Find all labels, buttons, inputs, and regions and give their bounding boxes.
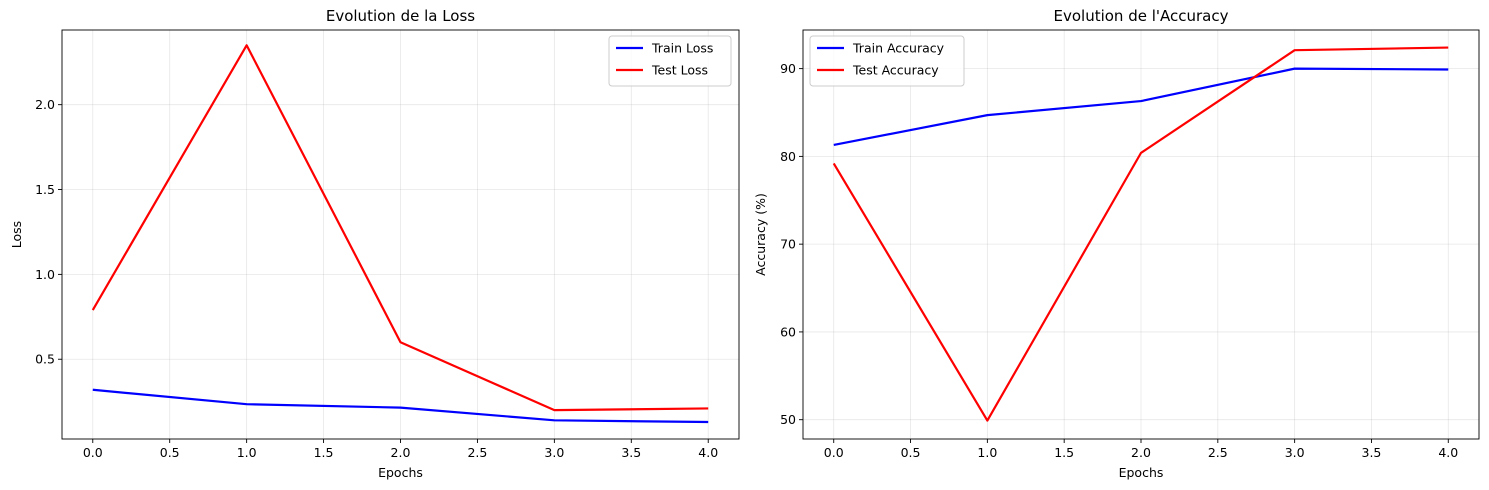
legend-label: Train Loss [651,41,713,56]
y-tick-label: 0.5 [35,352,55,367]
series-line-train-loss [92,388,709,424]
series-line-train-accuracy [833,67,1449,147]
y-tick-label: 80 [780,149,796,164]
legend-label: Test Loss [651,63,708,78]
legend-label: Train Accuracy [852,41,945,56]
x-tick-label: 0.0 [83,445,103,460]
y-tick-label: 70 [780,237,796,252]
x-tick-label: 1.5 [314,445,334,460]
x-tick-label: 0.0 [824,445,844,460]
series-line-test-loss [91,44,709,412]
y-tick-label: 1.0 [35,267,55,282]
y-tick-label: 90 [780,61,796,76]
legend-box [809,35,965,87]
x-tick-label: 3.0 [1285,445,1305,460]
chart-title: Evolution de la Loss [326,7,475,25]
x-tick-label: 4.0 [698,445,718,460]
chart-title: Evolution de l'Accuracy [1054,7,1229,25]
legend-label: Test Accuracy [852,63,939,78]
x-axis-label: Epochs [1119,465,1164,480]
x-tick-label: 3.5 [621,445,641,460]
x-tick-label: 1.0 [977,445,997,460]
x-axis-label: Epochs [378,465,423,480]
x-tick-label: 1.0 [237,445,257,460]
y-tick-label: 60 [780,324,796,339]
chart-1: 0.0 0.5 1.0 1.5 2.0 2.5 3.0 3.5 4.0 50 60 70 80 90 Evo… [753,7,1480,480]
y-tick-label: 50 [780,412,796,427]
legend: Train Loss Test Loss [608,35,732,87]
x-tick-label: 4.0 [1438,445,1458,460]
x-tick-label: 3.5 [1362,445,1382,460]
x-tick-label: 0.5 [160,445,180,460]
y-axis-label: Loss [9,221,24,248]
y-axis-label: Accuracy (%) [753,193,768,276]
x-tick-label: 3.0 [544,445,564,460]
x-tick-label: 2.0 [1131,445,1151,460]
chart-0: 0.0 0.5 1.0 1.5 2.0 2.5 3.0 3.5 4.0 0.5 1.0 1.5 2.0 E… [9,7,740,480]
x-tick-label: 2.5 [467,445,487,460]
x-tick-label: 2.5 [1208,445,1228,460]
x-tick-label: 1.5 [1054,445,1074,460]
x-tick-label: 0.5 [901,445,921,460]
y-tick-label: 2.0 [35,97,55,112]
series-line-test-accuracy [832,46,1449,422]
x-tick-label: 2.0 [391,445,411,460]
legend: Train Accuracy Test Accuracy [809,35,965,87]
y-tick-label: 1.5 [35,182,55,197]
